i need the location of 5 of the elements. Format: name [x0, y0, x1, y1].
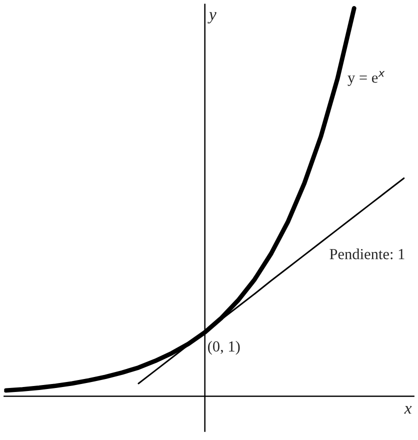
annotation: (0, 1) — [208, 340, 240, 355]
x-axis-title: x — [404, 406, 412, 414]
annotation: Pendiente: 1 — [330, 248, 404, 260]
y-axis-title: y — [208, 12, 216, 24]
annotation: y = e$^{x}$ — [348, 70, 385, 86]
